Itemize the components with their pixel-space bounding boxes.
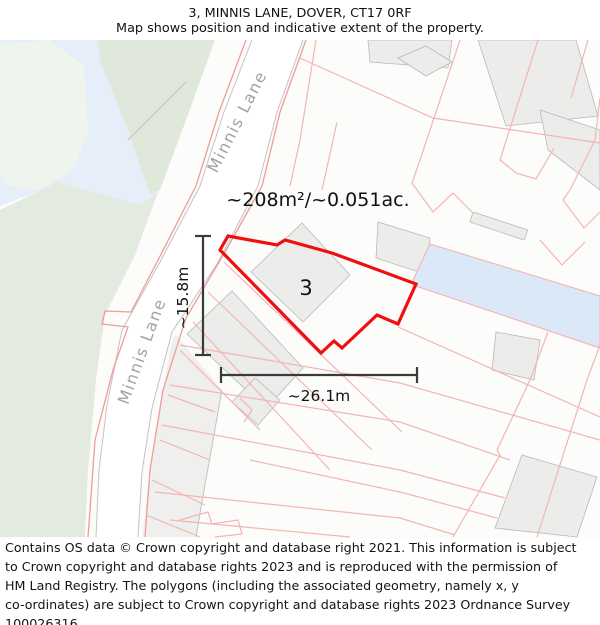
header: 3, MINNIS LANE, DOVER, CT17 0RF Map show… (0, 0, 600, 40)
height-dimension: ~15.8m (174, 234, 211, 357)
parcel-line (179, 344, 600, 441)
greenspace-top (98, 40, 215, 195)
parcel-line (570, 40, 589, 99)
parcel-line (539, 239, 586, 266)
building-sliver (469, 211, 529, 241)
footer-line: co-ordinates) are subject to Crown copyr… (5, 596, 571, 612)
parcel-line (321, 121, 338, 191)
plot-number-label: 3 (299, 276, 312, 300)
parcel-line (239, 397, 253, 423)
parcel-line (207, 291, 373, 451)
greenspace-light (0, 40, 88, 190)
parcel-line (179, 349, 261, 431)
parcel-line (159, 439, 211, 461)
height-dimension-label: ~15.8m (174, 267, 192, 330)
parcel-line (299, 57, 600, 144)
page-subtitle: Map shows position and indicative extent… (116, 21, 484, 36)
parcel-fill (142, 335, 222, 537)
parcel-gray-line (195, 389, 223, 538)
road-edge-left (95, 40, 253, 538)
path-line (127, 81, 187, 141)
parcel-line (161, 424, 506, 499)
parcel-line (169, 519, 351, 538)
building (231, 377, 281, 426)
footer-line: Contains OS data © Crown copyright and d… (5, 540, 577, 555)
water-strip (412, 243, 600, 349)
building (494, 454, 598, 538)
parcel-line (167, 394, 216, 413)
parcel-boundary-roadside-west (87, 40, 247, 538)
parcel-line (289, 40, 317, 187)
parcel-line (169, 384, 511, 461)
width-dimension: ~26.1m (219, 367, 419, 405)
greenspace-main (0, 182, 158, 537)
area-label: ~208m²/~0.051ac. (226, 189, 409, 211)
parcel-line (249, 459, 498, 519)
parcel-line (562, 97, 600, 229)
building (491, 331, 541, 381)
parcel-line (397, 326, 600, 418)
property-boundary (218, 234, 419, 356)
building-number-3 (250, 222, 351, 323)
parcel-line (145, 514, 201, 538)
map-canvas: ~15.8m ~26.1m ~208m²/~0.051ac. 3 Minnis … (0, 40, 600, 540)
road-minnis-lane (96, 40, 303, 537)
footer-line: HM Land Registry. The polygons (includin… (5, 577, 519, 593)
parcel-line (536, 344, 600, 538)
parcel-line (411, 40, 473, 213)
copyright-footer: Contains OS data © Crown copyright and d… (5, 539, 597, 625)
parcel-line (154, 491, 456, 536)
parcel-line (192, 321, 331, 471)
road-edge-right (137, 40, 304, 538)
parcel-line (151, 479, 206, 506)
width-dimension-label: ~26.1m (288, 387, 351, 405)
house-outline (179, 511, 243, 538)
footer-line: 100026316. (5, 615, 82, 625)
footer-line: to Crown copyright and database rights 2… (5, 558, 558, 574)
page-title: 3, MINNIS LANE, DOVER, CT17 0RF (188, 6, 412, 21)
building (539, 109, 600, 191)
building (397, 45, 453, 77)
parcel-boundary-roadside-east (144, 40, 307, 538)
parcel-line (499, 40, 555, 180)
parcel-line (452, 331, 549, 538)
